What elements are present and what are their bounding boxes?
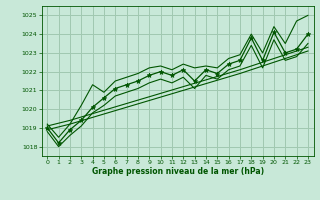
X-axis label: Graphe pression niveau de la mer (hPa): Graphe pression niveau de la mer (hPa) [92,167,264,176]
